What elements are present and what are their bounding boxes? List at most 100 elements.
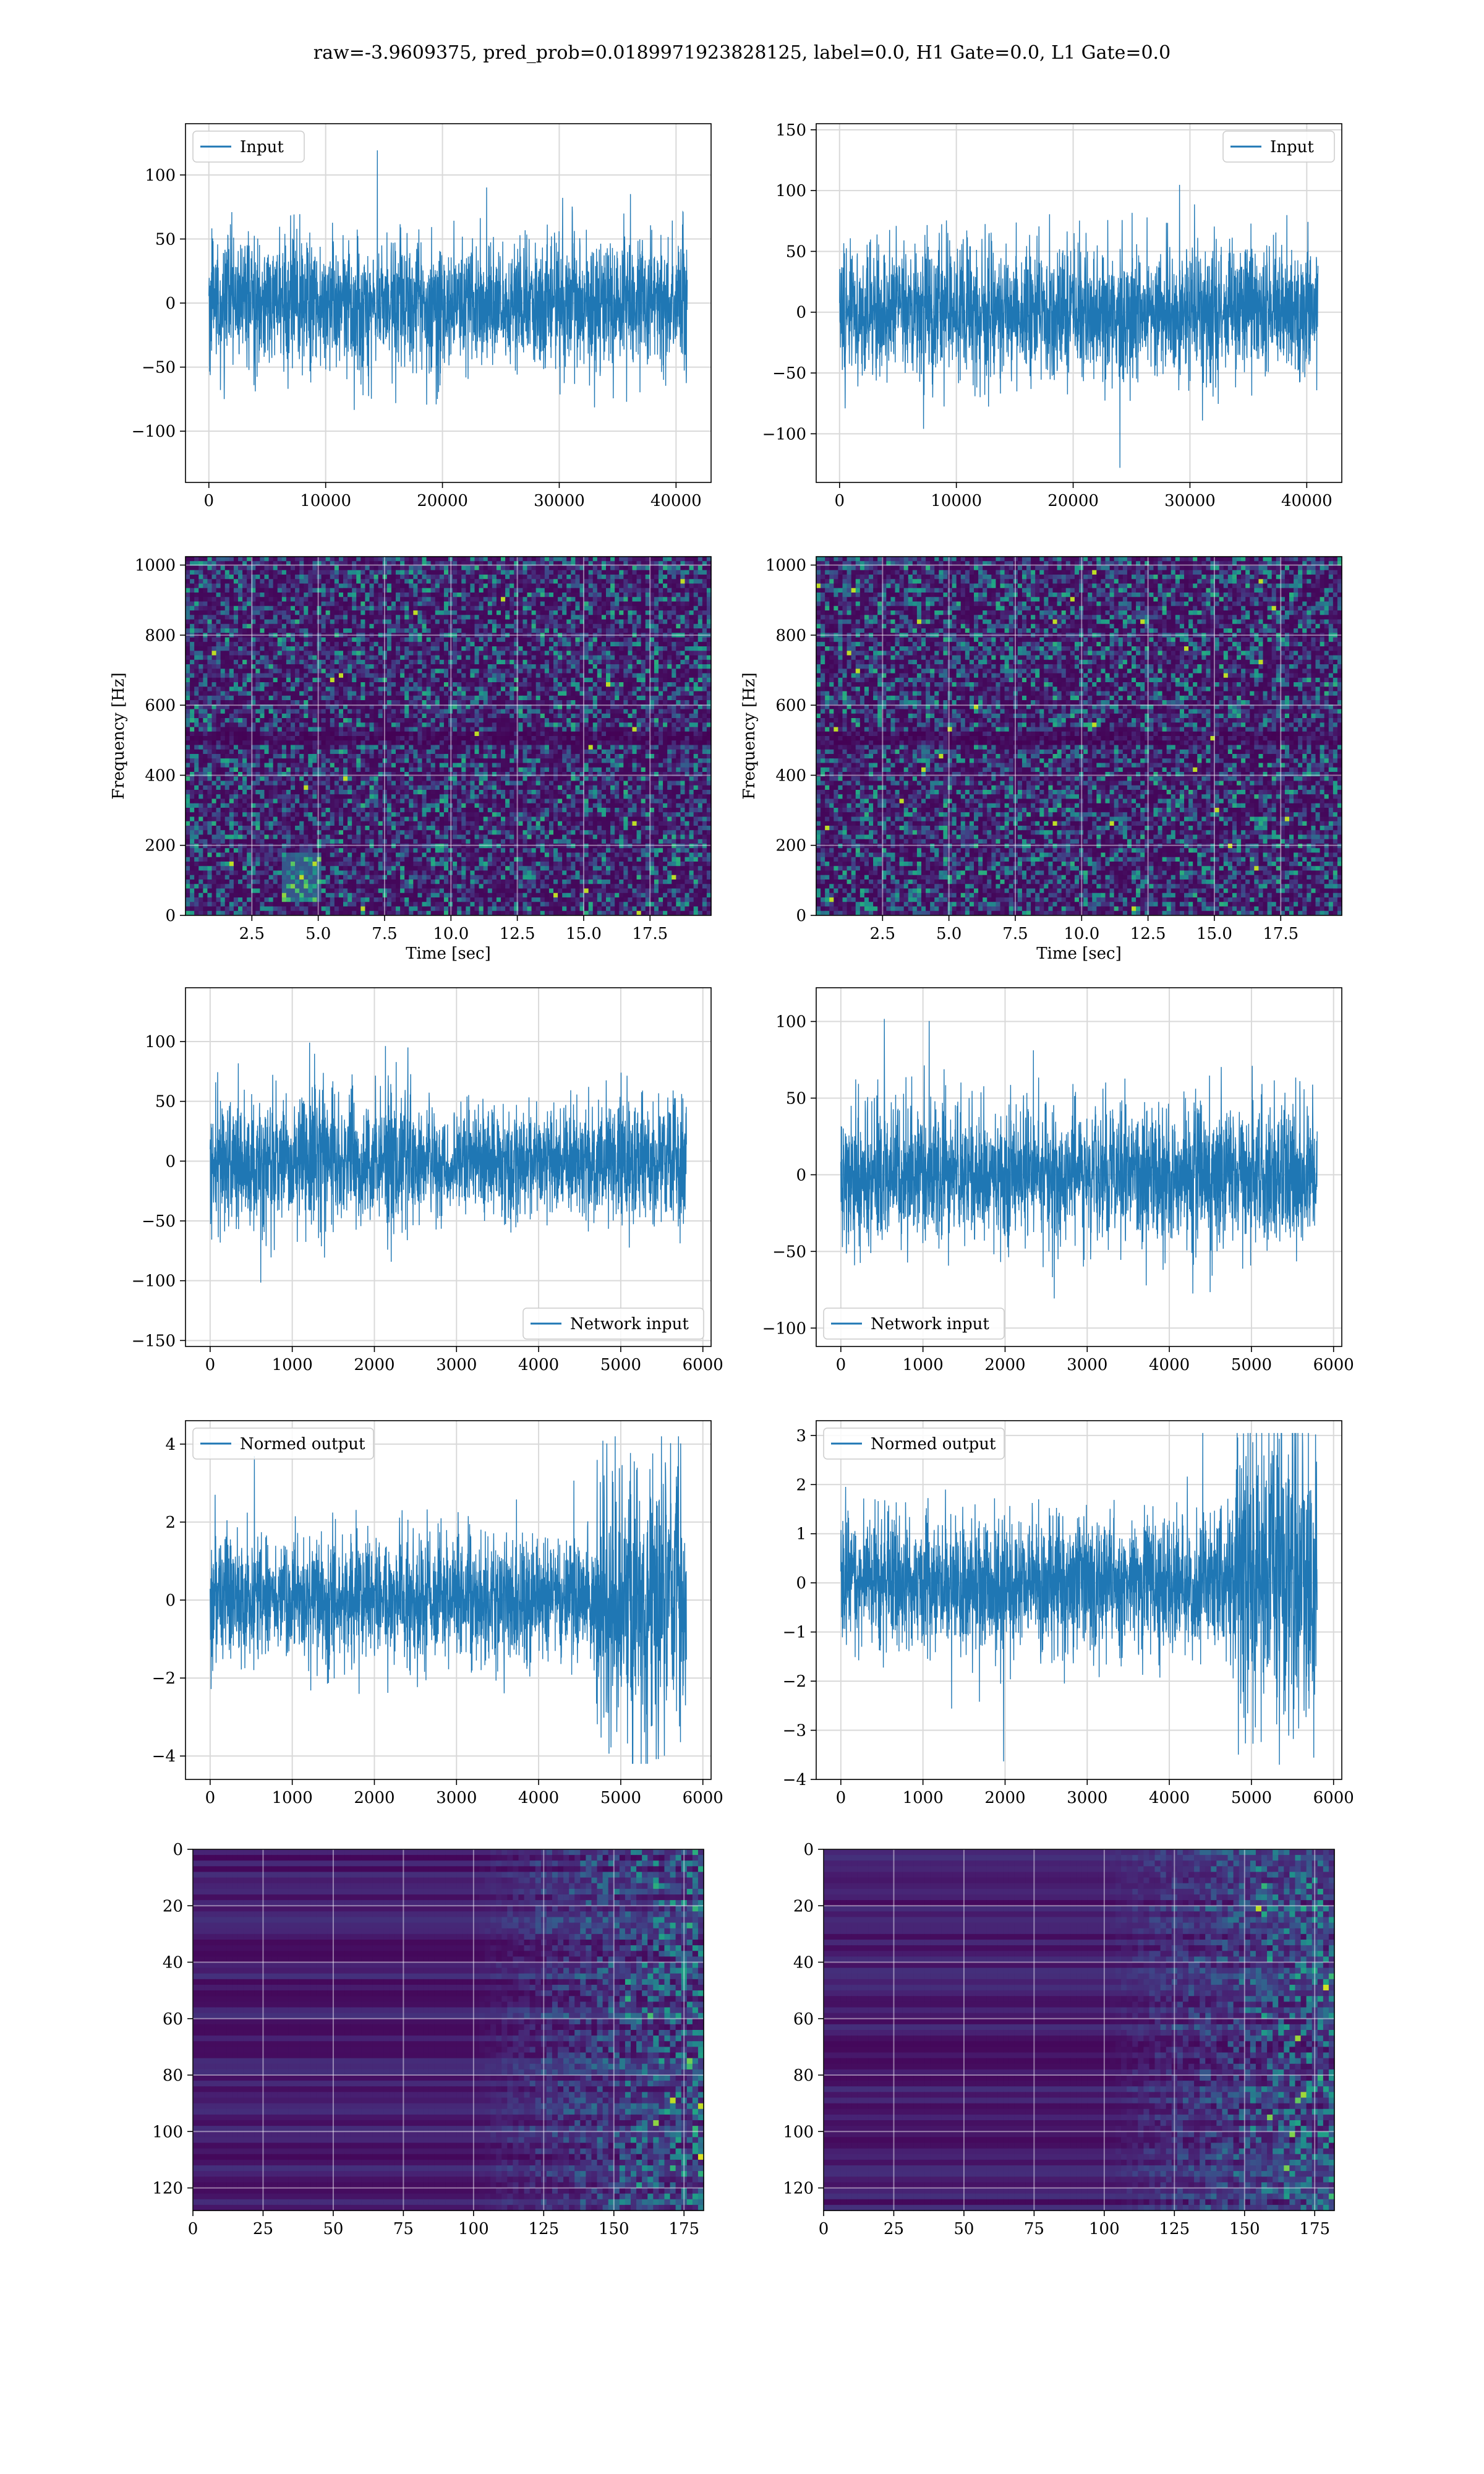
input-h1-ytick-label-2: 0 — [165, 294, 176, 313]
normout-l1-xtick-label-2: 2000 — [984, 1789, 1025, 1807]
input-h1-xtick-label-1: 10000 — [300, 492, 351, 510]
input-h1-ytick-label-1: −50 — [142, 359, 176, 377]
normout-h1-ytick-label-3: 2 — [165, 1513, 176, 1532]
netin-l1-xtick-label-6: 6000 — [1313, 1356, 1354, 1374]
spec-h1-frame — [185, 556, 712, 916]
input-h1-legend-label: Input — [240, 138, 284, 156]
feat-l1-xtick-label-2: 50 — [953, 2220, 974, 2238]
input-l1-xtick-label-0: 0 — [835, 492, 845, 510]
spec-h1-xtick-label-1: 5.0 — [305, 925, 331, 943]
input-l1-ytick-label-0: −100 — [762, 425, 806, 443]
netin-l1-panel: 0 1000 2000 3000 4000 5000 6000 −100 −50 0 50 100 Ne… — [762, 987, 1354, 1374]
input-l1-frame — [816, 123, 1342, 483]
spec-l1-xtick-label-3: 10.0 — [1064, 925, 1099, 943]
normout-l1-xtick-label-6: 6000 — [1313, 1789, 1354, 1807]
input-l1-legend: Input — [1222, 131, 1335, 163]
spec-l1-xtick-label-5: 15.0 — [1196, 925, 1232, 943]
normout-h1-xtick-label-1: 1000 — [272, 1789, 313, 1807]
input-l1-legend-label: Input — [1270, 138, 1314, 156]
normout-h1-ytick-label-0: −4 — [152, 1747, 176, 1766]
spec-h1-heatmap-cells — [186, 557, 712, 916]
normout-h1-xtick-label-4: 4000 — [518, 1789, 559, 1807]
normout-l1-ytick-label-2: −2 — [783, 1672, 806, 1691]
spec-h1-ytick-label-1: 200 — [145, 837, 176, 855]
netin-h1-ytick-label-2: −50 — [142, 1212, 176, 1231]
input-l1-xtick-label-4: 40000 — [1281, 492, 1333, 510]
feat-l1-ytick-label-6: 120 — [783, 2180, 814, 2198]
netin-l1-legend-label: Network input — [871, 1315, 989, 1333]
feat-h1-ytick-label-5: 100 — [152, 2123, 183, 2141]
feat-l1-xtick-label-7: 175 — [1299, 2220, 1330, 2238]
feat-l1-heatmap-cells — [824, 1849, 1335, 2211]
input-h1-ytick-label-3: 50 — [155, 230, 176, 249]
normout-h1-xtick-label-3: 3000 — [436, 1789, 477, 1807]
spec-h1-xtick-label-6: 17.5 — [632, 925, 668, 943]
spec-h1-ytick-label-0: 0 — [165, 907, 176, 925]
feat-h1-ytick-label-2: 40 — [163, 1954, 183, 1972]
netin-l1-ytick-label-4: 100 — [775, 1013, 806, 1032]
feat-h1-xtick-label-3: 75 — [393, 2220, 414, 2238]
netin-h1-ytick-label-1: −100 — [132, 1272, 176, 1291]
feat-l1-xtick-label-1: 25 — [884, 2220, 904, 2238]
feat-l1-xtick-label-3: 75 — [1024, 2220, 1044, 2238]
input-l1-panel: 0 10000 20000 30000 40000 −100 −50 0 50 100 150 Inp… — [762, 121, 1342, 510]
feat-l1-ytick-label-5: 100 — [783, 2123, 814, 2141]
normout-l1-ytick-label-7: 3 — [796, 1427, 806, 1445]
input-l1-xtick-label-1: 10000 — [931, 492, 982, 510]
normout-l1-frame — [816, 1420, 1342, 1780]
netin-h1-xtick-label-5: 5000 — [600, 1356, 641, 1374]
normout-h1-xtick-label-2: 2000 — [354, 1789, 394, 1807]
spec-l1-ytick-label-2: 400 — [775, 766, 806, 785]
netin-h1-ytick-label-5: 100 — [145, 1033, 176, 1051]
netin-l1-ytick-label-3: 50 — [786, 1089, 806, 1108]
spec-l1-xtick-label-2: 7.5 — [1002, 925, 1028, 943]
netin-h1-ytick-label-4: 50 — [155, 1093, 176, 1111]
netin-l1-ytick-label-1: −50 — [772, 1243, 806, 1261]
spec-l1-ytick-label-4: 800 — [775, 627, 806, 645]
spec-h1-ytick-label-3: 600 — [145, 696, 176, 715]
netin-h1-xtick-label-3: 3000 — [436, 1356, 477, 1374]
feat-h1-xtick-label-7: 175 — [668, 2220, 699, 2238]
spec-h1-xtick-label-2: 7.5 — [372, 925, 397, 943]
input-h1-xtick-label-4: 40000 — [650, 492, 702, 510]
spec-l1-ytick-label-3: 600 — [775, 696, 806, 715]
normout-l1-xtick-label-5: 5000 — [1231, 1789, 1272, 1807]
spec-h1-xtick-label-0: 2.5 — [239, 925, 265, 943]
spec-h1-panel: 2.5 5.0 7.5 10.0 12.5 15.0 17.5 0 200 400 600 800 10… — [109, 556, 712, 963]
normout-l1-xtick-label-4: 4000 — [1149, 1789, 1190, 1807]
feat-l1-frame — [823, 1849, 1335, 2211]
normout-h1-panel: 0 1000 2000 3000 4000 5000 6000 −4 −2 0 2 4 Normed o… — [152, 1420, 723, 1807]
netin-l1-xtick-label-0: 0 — [836, 1356, 846, 1374]
normout-l1-xtick-label-3: 3000 — [1067, 1789, 1107, 1807]
spec-l1-xtick-label-4: 12.5 — [1130, 925, 1166, 943]
spec-l1-ytick-label-1: 200 — [775, 837, 806, 855]
feat-h1-ytick-label-3: 60 — [163, 2010, 183, 2029]
spec-l1-panel: 2.5 5.0 7.5 10.0 12.5 15.0 17.5 0 200 400 600 800 10… — [740, 556, 1342, 963]
normout-l1-ytick-label-4: 0 — [796, 1574, 806, 1593]
normout-h1-legend: Normed output — [192, 1427, 374, 1460]
netin-l1-xtick-label-4: 4000 — [1149, 1356, 1190, 1374]
normout-h1-ytick-label-4: 4 — [165, 1436, 176, 1454]
input-l1-ytick-label-1: −50 — [772, 364, 806, 383]
spec-h1-xtick-label-4: 12.5 — [500, 925, 535, 943]
feat-h1-xtick-label-6: 150 — [599, 2220, 629, 2238]
netin-h1-xtick-label-2: 2000 — [354, 1356, 394, 1374]
normout-l1-xtick-label-0: 0 — [836, 1789, 846, 1807]
figure-suptitle: raw=-3.9609375, pred_prob=0.018997192382… — [0, 42, 1484, 64]
netin-l1-series-line — [840, 1019, 1318, 1299]
input-h1-series-line — [208, 150, 688, 410]
normout-h1-ytick-label-2: 0 — [165, 1591, 176, 1610]
input-l1-xtick-label-2: 20000 — [1047, 492, 1099, 510]
feat-h1-xtick-label-5: 125 — [528, 2220, 559, 2238]
input-h1-panel: 0 10000 20000 30000 40000 −100 −50 0 50 100 Input — [132, 123, 712, 510]
netin-l1-ytick-label-2: 0 — [796, 1166, 806, 1184]
normout-h1-xtick-label-6: 6000 — [683, 1789, 723, 1807]
normout-h1-series-line — [210, 1436, 687, 1764]
input-h1-xtick-label-0: 0 — [204, 492, 215, 510]
spec-h1-xtick-label-3: 10.0 — [433, 925, 469, 943]
spec-l1-xtick-label-6: 17.5 — [1263, 925, 1298, 943]
input-l1-series-line — [839, 184, 1319, 468]
netin-l1-xtick-label-2: 2000 — [984, 1356, 1025, 1374]
netin-h1-panel: 0 1000 2000 3000 4000 5000 6000 −150 −100 −50 0 50 1… — [132, 987, 723, 1374]
input-l1-ytick-label-4: 100 — [775, 182, 806, 200]
